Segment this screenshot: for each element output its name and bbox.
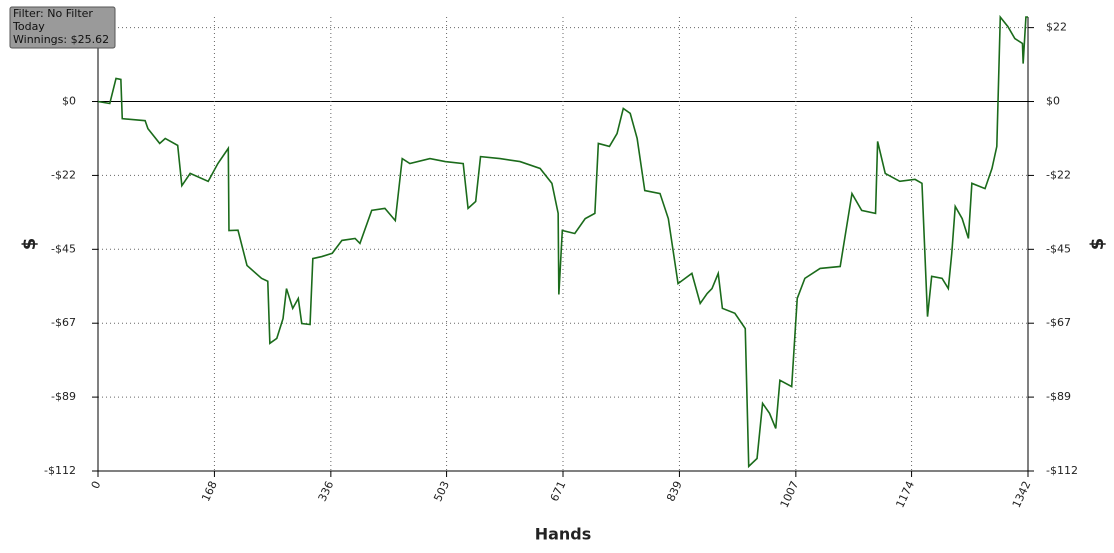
x-tick-label: 0 bbox=[89, 479, 104, 491]
y-tick-label: -$67 bbox=[51, 316, 76, 329]
x-axis-title: Hands bbox=[535, 525, 592, 544]
info-box: Filter: No Filter Today Winnings: $25.62 bbox=[9, 6, 116, 49]
info-period: Today bbox=[12, 20, 45, 33]
y2-tick-label: -$67 bbox=[1046, 316, 1071, 329]
y2-tick-label: $0 bbox=[1046, 95, 1060, 108]
info-filter: Filter: No Filter bbox=[13, 7, 93, 20]
y2-tick-label: $22 bbox=[1046, 21, 1067, 34]
y2-tick-label: -$89 bbox=[1046, 390, 1071, 403]
y-axis-title: $ bbox=[19, 238, 40, 251]
line-series bbox=[97, 14, 1029, 469]
y2-tick-label: -$22 bbox=[1046, 168, 1071, 181]
info-box-bg bbox=[9, 6, 116, 49]
y2-tick-label: -$45 bbox=[1046, 242, 1071, 255]
y2-tick-label: -$112 bbox=[1046, 464, 1078, 477]
y-tick-label: -$112 bbox=[44, 464, 76, 477]
y-tick-label: -$22 bbox=[51, 168, 76, 181]
y2-axis-title: $ bbox=[1087, 238, 1108, 251]
y-tick-label: -$45 bbox=[51, 242, 76, 255]
y-tick-label: -$89 bbox=[51, 390, 76, 403]
info-winnings: Winnings: $25.62 bbox=[13, 33, 109, 46]
y-tick-label: $0 bbox=[62, 95, 76, 108]
